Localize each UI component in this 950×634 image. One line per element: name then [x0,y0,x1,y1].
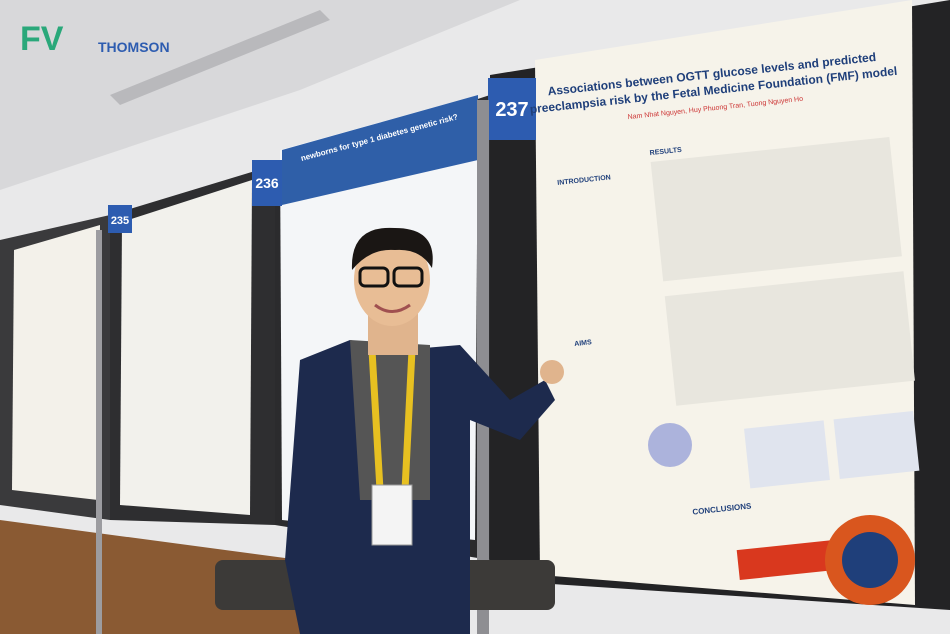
section-heading: AIMS [574,339,592,348]
smile [374,303,411,313]
ceiling-vent [110,10,330,105]
glasses [358,266,390,288]
poster [120,180,252,515]
results-table [664,271,915,406]
number-tag [108,205,132,233]
shirt [350,340,430,500]
logo-brand: THOMSON [98,39,170,55]
face [354,234,430,326]
hand [540,360,564,384]
poster-header [282,95,478,205]
logo-badge [842,532,898,588]
venn [648,423,692,467]
poster-number: 235 [111,215,129,227]
results-table [650,136,902,282]
badge [371,484,413,546]
logo-mark: FV [20,20,64,58]
poster [12,225,100,500]
glasses [392,266,424,288]
number-tag [488,78,536,140]
section-heading: RESULTS [649,147,682,157]
hair [351,227,433,270]
poster-number: 236 [255,175,279,191]
plot [833,410,920,480]
stand-pole [96,230,102,634]
stand-pole [477,100,489,634]
ceiling [0,0,520,190]
poster-number: 237 [495,99,528,121]
number-tag [252,160,282,206]
plot [744,420,830,489]
